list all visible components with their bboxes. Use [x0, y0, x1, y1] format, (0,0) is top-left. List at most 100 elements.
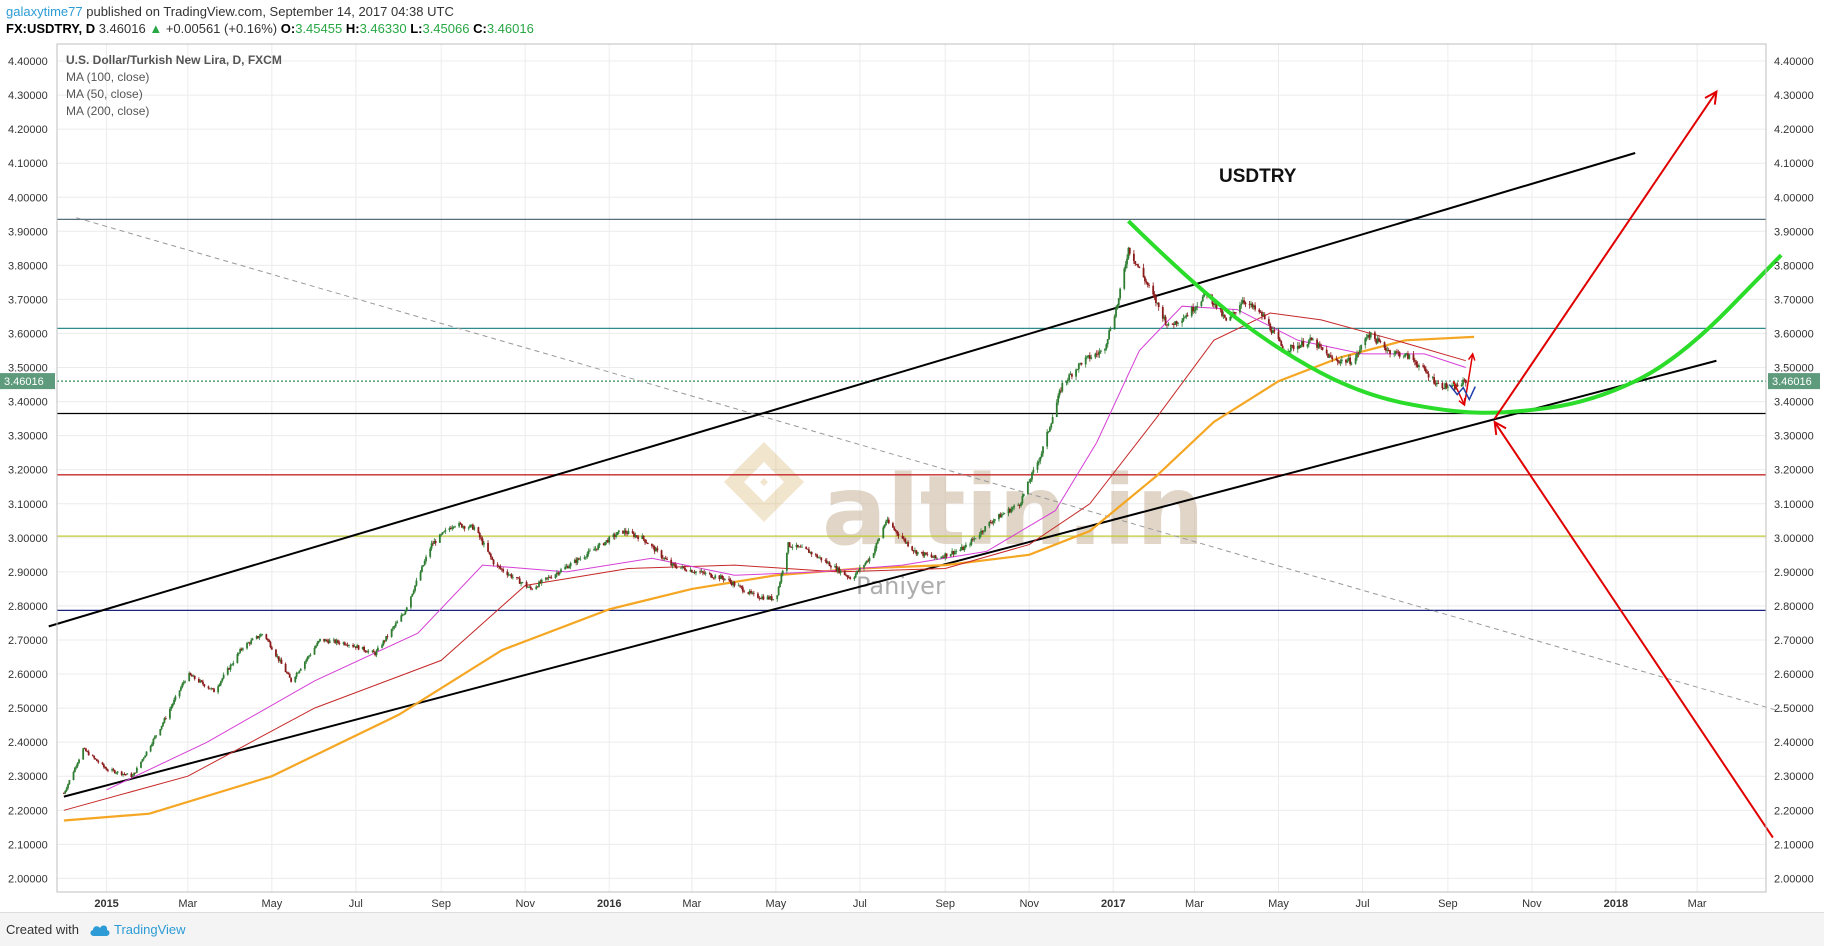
candle-body — [700, 571, 703, 573]
candle-body — [944, 553, 947, 558]
candle-body — [1017, 504, 1020, 506]
candle-body — [1233, 312, 1236, 314]
candle-body — [780, 574, 783, 583]
candle-body — [96, 759, 98, 762]
candle-body — [989, 522, 992, 523]
candle-body — [690, 569, 693, 573]
candle-body — [228, 668, 231, 670]
candle-body — [538, 581, 540, 587]
y-tick-label-right: 3.40000 — [1774, 397, 1814, 409]
candle-body — [1203, 292, 1206, 297]
y-tick-label-left: 2.40000 — [8, 737, 48, 749]
candle-body — [836, 567, 839, 572]
candle-body — [1003, 513, 1006, 515]
candle-body — [1396, 351, 1398, 353]
candle-body — [1145, 281, 1148, 283]
candle-body — [361, 646, 364, 650]
tradingview-link[interactable]: TradingView — [89, 922, 186, 937]
candle-body — [500, 568, 503, 570]
candle-body — [651, 544, 653, 546]
candle-body — [903, 538, 905, 540]
candle-body — [857, 570, 860, 572]
candle-body — [97, 761, 100, 763]
candle-body — [1061, 382, 1064, 392]
candle-body — [152, 738, 155, 744]
candle-body — [236, 654, 239, 663]
candle-body — [1431, 377, 1434, 378]
candle-body — [810, 551, 813, 555]
author-link[interactable]: galaxytime77 — [6, 4, 83, 19]
candle-body — [1009, 508, 1011, 513]
candle-body — [544, 577, 547, 580]
candle-body — [483, 542, 485, 545]
candle-body — [451, 527, 454, 529]
candle-body — [681, 566, 684, 568]
candle-body — [317, 640, 320, 643]
candle-body — [448, 528, 451, 531]
candle-body — [787, 542, 790, 553]
candle-body — [931, 556, 934, 558]
y-tick-label-left: 2.00000 — [8, 873, 48, 885]
x-tick-label: May — [765, 898, 786, 910]
watermark-text: altin.in — [822, 455, 1205, 567]
candle-body — [202, 681, 204, 685]
candle-body — [719, 575, 722, 580]
up-triangle-icon: ▲ — [149, 21, 163, 36]
candle-body — [372, 650, 375, 653]
candle-body — [1058, 390, 1061, 396]
candle-body — [191, 675, 193, 677]
candle-body — [1126, 258, 1128, 265]
candle-body — [1109, 329, 1112, 331]
candle-body — [1174, 321, 1177, 326]
candle-body — [695, 571, 697, 573]
candle-body — [838, 567, 841, 573]
candle-body — [819, 557, 821, 559]
candle-body — [277, 656, 280, 661]
candle-body — [974, 538, 977, 540]
candle-body — [878, 538, 881, 541]
candle-body — [682, 566, 685, 568]
candle-body — [1057, 395, 1060, 403]
candle-body — [1240, 303, 1243, 306]
candle-body — [308, 655, 310, 657]
candle-body — [528, 586, 531, 588]
candle-body — [904, 538, 907, 543]
candle-body — [297, 672, 299, 674]
candle-body — [622, 530, 624, 534]
candle-body — [875, 543, 878, 549]
candle-body — [747, 592, 750, 594]
candle-body — [907, 542, 909, 547]
candle-body — [1088, 355, 1091, 359]
candle-body — [644, 539, 646, 543]
candle-body — [905, 542, 908, 543]
candle-body — [197, 678, 200, 683]
candle-body — [75, 766, 78, 768]
candle-body — [808, 549, 810, 553]
candle-body — [576, 558, 579, 563]
candle-body — [1214, 302, 1217, 305]
candle-body — [671, 563, 674, 566]
candle-body — [1405, 353, 1408, 355]
candle-body — [1452, 384, 1455, 386]
candle-body — [940, 557, 943, 559]
candle-body — [845, 575, 847, 576]
candle-body — [1358, 349, 1361, 354]
candle-body — [1234, 312, 1237, 314]
candle-body — [239, 649, 242, 653]
candle-body — [699, 571, 702, 573]
candle-body — [319, 638, 321, 641]
dashed-trend-line — [76, 217, 1782, 712]
candle-body — [120, 771, 123, 775]
candle-body — [1095, 353, 1098, 355]
y-tick-label-right: 3.10000 — [1774, 499, 1814, 511]
candle-body — [865, 560, 868, 563]
candle-body — [115, 772, 118, 774]
candle-body — [491, 557, 494, 560]
candle-body — [386, 636, 389, 637]
candle-body — [613, 534, 616, 537]
candle-body — [573, 559, 576, 564]
publish-text: published on TradingView.com, September … — [86, 4, 454, 19]
candle-body — [660, 550, 663, 558]
candle-body — [662, 557, 664, 559]
